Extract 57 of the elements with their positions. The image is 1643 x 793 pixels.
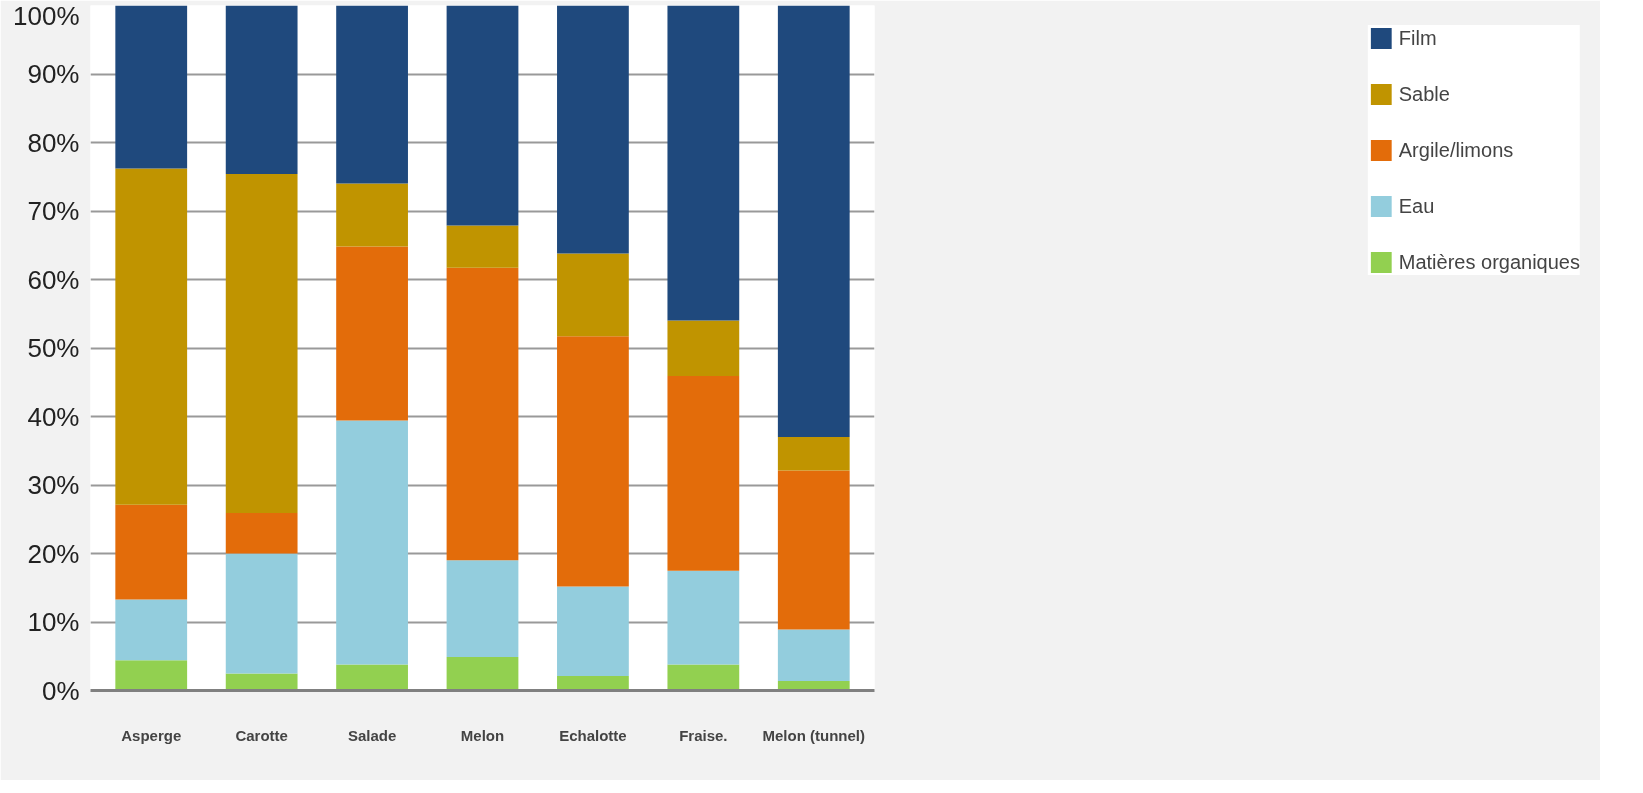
bar — [557, 586, 629, 677]
legend-label: Matières organiques — [1398, 250, 1580, 274]
y-tick-label: 70% — [27, 196, 80, 226]
bar — [115, 660, 188, 691]
bar — [115, 599, 188, 661]
bar — [225, 553, 298, 674]
y-tick-label: 100% — [13, 0, 80, 31]
legend-label: Eau — [1398, 194, 1435, 218]
bar — [777, 5, 850, 438]
bar — [557, 253, 629, 337]
x-tick-label: Echalotte — [559, 726, 627, 744]
y-tick-label: 30% — [27, 470, 80, 500]
x-tick-label: Melon (tunnel) — [762, 726, 866, 744]
bar — [446, 5, 519, 226]
legend-label: Argile/limons — [1398, 138, 1514, 162]
bar — [667, 570, 740, 665]
bar — [446, 560, 519, 657]
bar — [115, 504, 188, 600]
bar — [225, 513, 298, 554]
bar — [667, 5, 740, 321]
y-tick-label: 20% — [27, 538, 80, 569]
y-tick-label: 40% — [27, 401, 80, 432]
bar — [777, 437, 850, 471]
x-tick-label: Carotte — [235, 726, 288, 744]
y-tick-label: 90% — [27, 59, 80, 89]
bar — [225, 673, 298, 691]
bar — [557, 5, 629, 254]
y-tick-label: 0% — [41, 675, 80, 706]
legend-label: Film — [1398, 26, 1437, 50]
bar — [225, 5, 298, 175]
bar — [336, 420, 408, 665]
bar — [446, 267, 519, 561]
bar — [225, 174, 298, 514]
bar — [667, 376, 740, 571]
bar — [336, 5, 408, 184]
legend-label: Sable — [1398, 82, 1450, 106]
bar — [667, 664, 740, 691]
y-tick-label: 80% — [27, 127, 80, 158]
bar — [336, 246, 408, 421]
x-tick-label: Salade — [347, 726, 397, 744]
bar — [336, 183, 408, 247]
x-tick-label: Asperge — [121, 726, 182, 744]
bar — [336, 664, 408, 691]
bar — [115, 168, 188, 505]
bar — [557, 336, 629, 587]
bar — [777, 629, 850, 681]
bar — [557, 676, 629, 691]
bar — [446, 656, 519, 691]
bar — [446, 225, 519, 268]
bar — [777, 470, 850, 630]
y-tick-label: 50% — [27, 333, 80, 363]
bar — [115, 5, 188, 169]
y-tick-label: 60% — [27, 264, 80, 295]
bar — [667, 320, 740, 377]
x-tick-label: Fraise. — [679, 726, 728, 744]
x-tick-label: Melon — [460, 726, 505, 744]
y-tick-label: 10% — [27, 607, 80, 637]
